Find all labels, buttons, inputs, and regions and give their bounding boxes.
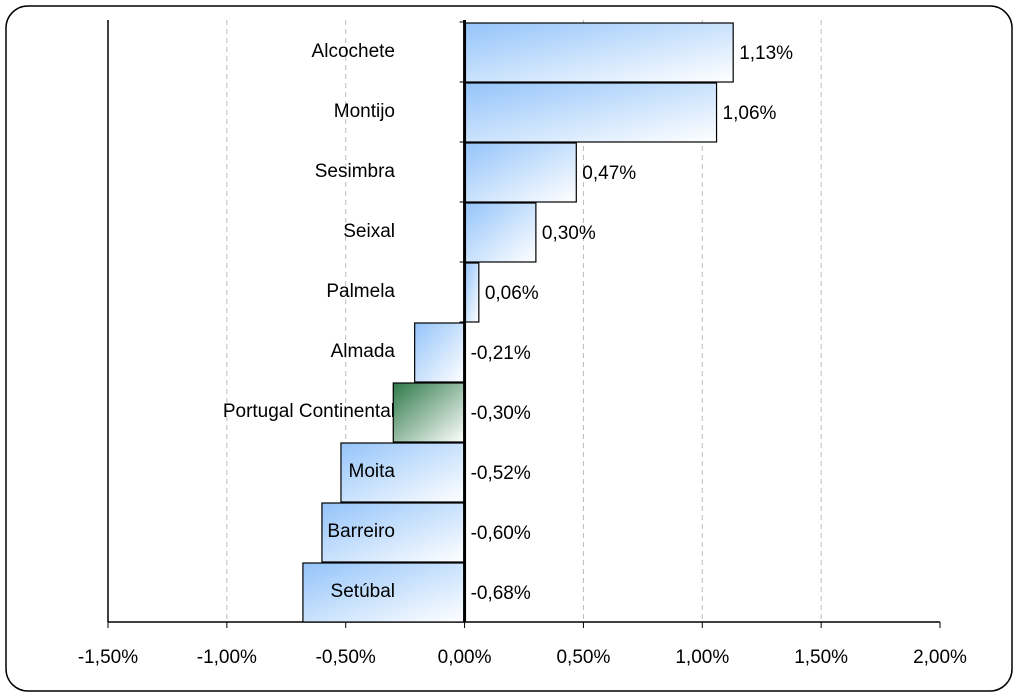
value-label: -0,21%	[471, 343, 531, 364]
category-label: Sesimbra	[315, 161, 396, 182]
value-label: -0,52%	[471, 463, 531, 484]
category-label: Seixal	[343, 221, 395, 242]
value-label: 1,06%	[723, 103, 777, 124]
bar	[321, 502, 466, 563]
x-tick-label: 1,00%	[675, 647, 729, 668]
bar	[463, 262, 480, 323]
value-label: 0,47%	[582, 163, 636, 184]
bar	[463, 22, 734, 83]
x-tick-label: 1,50%	[794, 647, 848, 668]
value-label: -0,60%	[471, 523, 531, 544]
x-tick-label: -1,00%	[197, 647, 257, 668]
category-label: Almada	[331, 341, 396, 362]
x-tick-label: -0,50%	[316, 647, 376, 668]
category-label: Portugal Continental	[223, 401, 395, 422]
x-tick-label: -1,50%	[78, 647, 138, 668]
bar	[463, 202, 537, 263]
category-label: Setúbal	[331, 581, 395, 602]
category-label: Montijo	[334, 101, 395, 122]
bar	[302, 562, 466, 623]
category-label: Alcochete	[312, 41, 395, 62]
bar	[463, 82, 718, 143]
value-label: 1,13%	[739, 43, 793, 64]
x-tick-label: 0,50%	[556, 647, 610, 668]
chart-border	[5, 5, 1013, 692]
bar	[463, 142, 577, 203]
x-tick-label: 2,00%	[913, 647, 967, 668]
bar	[414, 322, 466, 383]
category-label: Barreiro	[327, 521, 395, 542]
bar	[340, 442, 466, 503]
category-label: Palmela	[326, 281, 395, 302]
value-label: -0,30%	[471, 403, 531, 424]
value-label: 0,30%	[542, 223, 596, 244]
category-label: Moita	[349, 461, 396, 482]
value-label: -0,68%	[471, 583, 531, 604]
x-tick-label: 0,00%	[438, 647, 492, 668]
value-label: 0,06%	[485, 283, 539, 304]
bar	[392, 382, 466, 443]
